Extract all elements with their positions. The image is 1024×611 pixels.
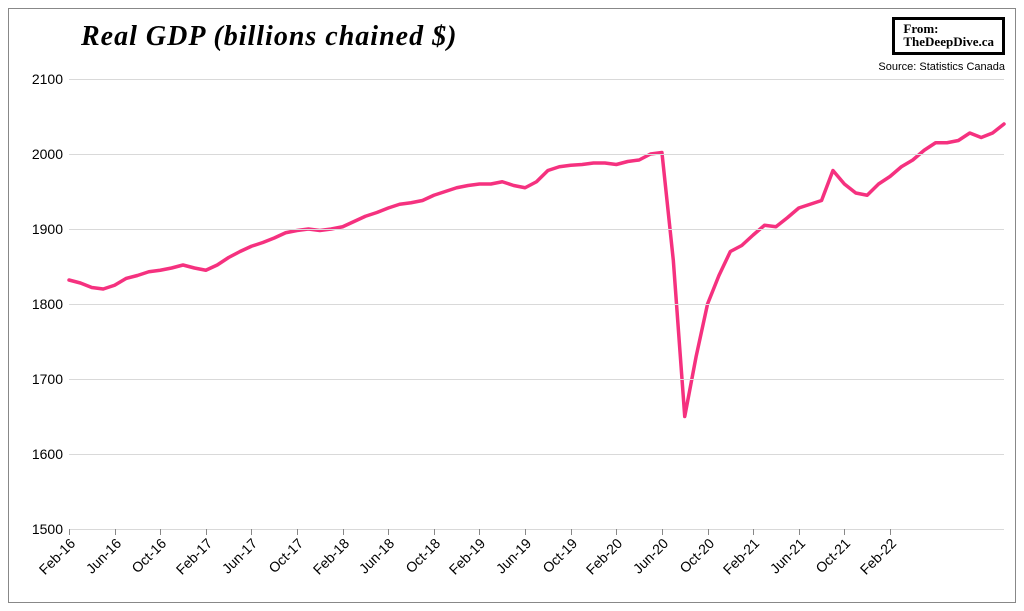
- y-tick-label: 2100: [32, 71, 63, 87]
- x-tick-label: Jun-16: [82, 535, 124, 577]
- x-tick-label: Feb-17: [172, 535, 215, 578]
- y-tick-label: 1500: [32, 521, 63, 537]
- attribution-box: From: TheDeepDive.ca: [892, 17, 1005, 55]
- x-tick-label: Feb-16: [36, 535, 79, 578]
- attribution-site: TheDeepDive.ca: [903, 35, 994, 48]
- gridline: [69, 79, 1004, 80]
- y-tick-label: 1700: [32, 371, 63, 387]
- x-tick-label: Oct-17: [265, 535, 306, 576]
- x-tick-label: Feb-20: [583, 535, 626, 578]
- x-tick-mark: [115, 529, 116, 535]
- x-tick-mark: [434, 529, 435, 535]
- x-tick-label: Oct-21: [813, 535, 854, 576]
- gridline: [69, 379, 1004, 380]
- x-tick-mark: [662, 529, 663, 535]
- source-text: Source: Statistics Canada: [878, 61, 1005, 73]
- x-tick-mark: [69, 529, 70, 535]
- x-tick-label: Jun-18: [356, 535, 398, 577]
- x-tick-mark: [708, 529, 709, 535]
- x-tick-mark: [388, 529, 389, 535]
- x-tick-label: Feb-21: [720, 535, 763, 578]
- gridline: [69, 529, 1004, 530]
- x-tick-mark: [297, 529, 298, 535]
- x-tick-mark: [844, 529, 845, 535]
- x-tick-mark: [890, 529, 891, 535]
- x-tick-label: Jun-20: [630, 535, 672, 577]
- x-tick-label: Oct-20: [676, 535, 717, 576]
- chart-title: Real GDP (billions chained $): [81, 21, 457, 53]
- x-tick-label: Jun-21: [766, 535, 808, 577]
- plot-area: [69, 79, 1004, 529]
- x-tick-mark: [799, 529, 800, 535]
- x-tick-label: Oct-18: [402, 535, 443, 576]
- x-tick-mark: [206, 529, 207, 535]
- x-tick-label: Feb-19: [446, 535, 489, 578]
- x-tick-mark: [616, 529, 617, 535]
- x-tick-label: Jun-17: [219, 535, 261, 577]
- gdp-line: [69, 124, 1004, 417]
- gridline: [69, 229, 1004, 230]
- x-tick-mark: [251, 529, 252, 535]
- y-tick-label: 1600: [32, 446, 63, 462]
- x-tick-label: Feb-18: [309, 535, 352, 578]
- gridline: [69, 454, 1004, 455]
- x-tick-mark: [479, 529, 480, 535]
- y-tick-label: 2000: [32, 146, 63, 162]
- x-tick-mark: [571, 529, 572, 535]
- x-tick-label: Jun-19: [493, 535, 535, 577]
- x-tick-label: Feb-22: [857, 535, 900, 578]
- gridline: [69, 154, 1004, 155]
- x-tick-label: Oct-19: [539, 535, 580, 576]
- x-tick-mark: [160, 529, 161, 535]
- x-tick-label: Oct-16: [129, 535, 170, 576]
- y-tick-label: 1800: [32, 296, 63, 312]
- chart-frame: Real GDP (billions chained $) From: TheD…: [8, 8, 1016, 603]
- x-tick-mark: [525, 529, 526, 535]
- x-tick-mark: [753, 529, 754, 535]
- y-tick-label: 1900: [32, 221, 63, 237]
- gridline: [69, 304, 1004, 305]
- x-tick-mark: [343, 529, 344, 535]
